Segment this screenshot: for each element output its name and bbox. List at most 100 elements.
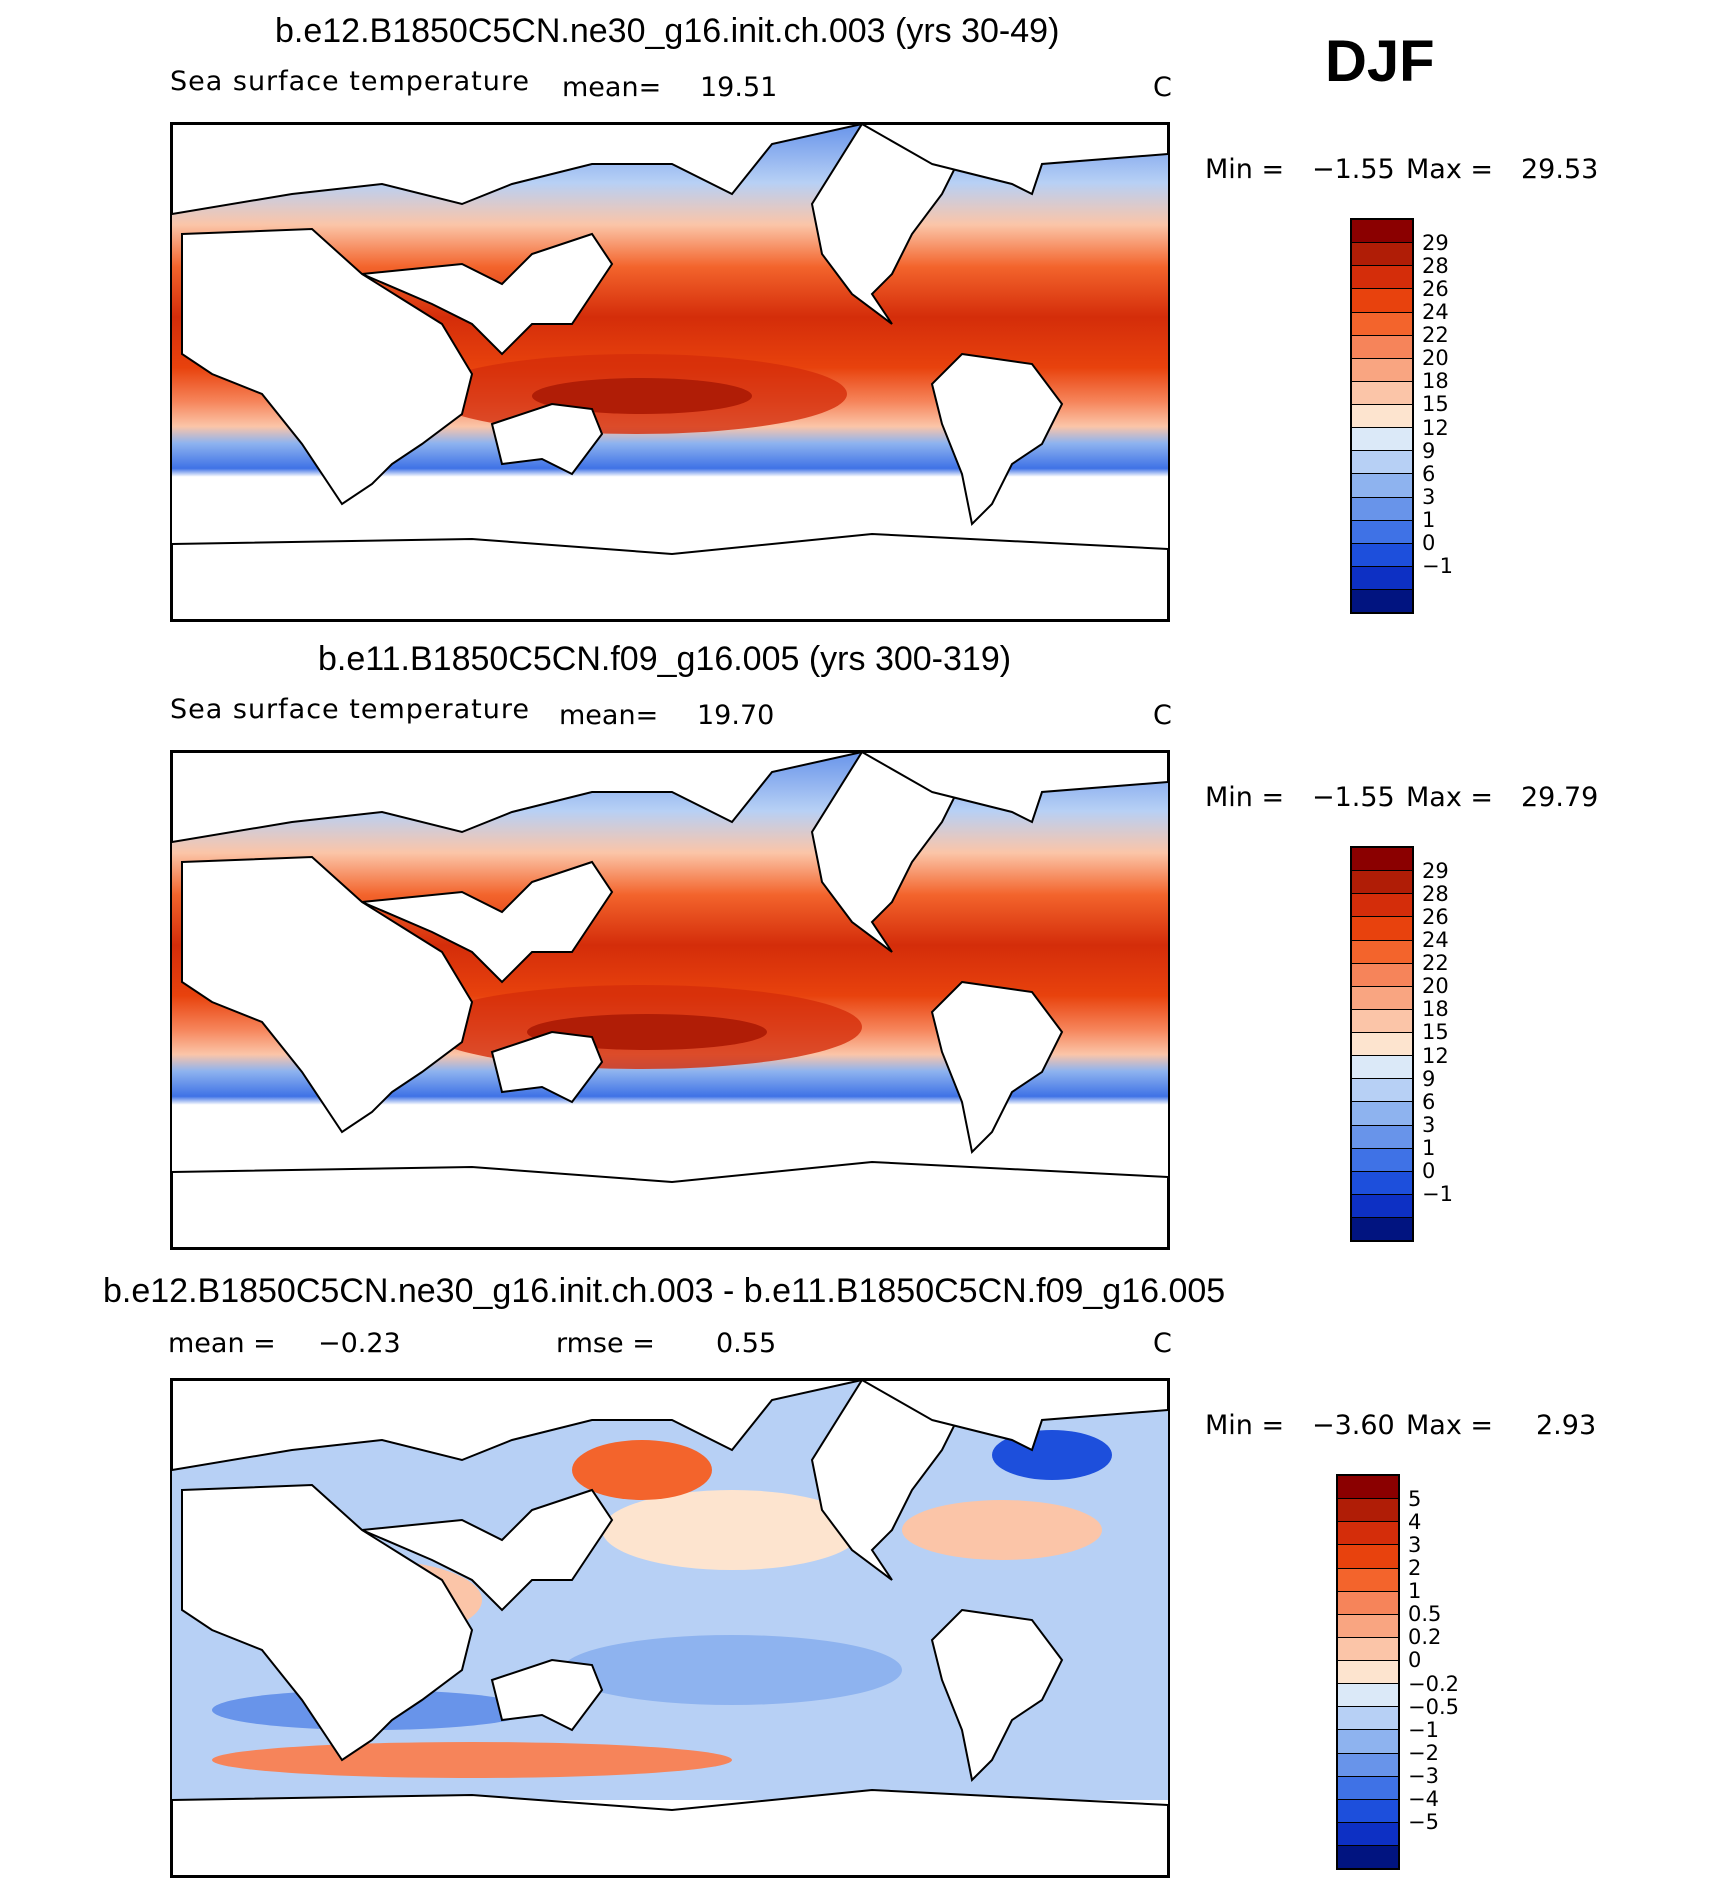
panel1-colorbar-tick-label: −1 [1422,553,1453,578]
panel1-min-value: −1.55 [1312,154,1395,185]
panel3-min-value: −3.60 [1312,1410,1395,1441]
panel2-colorbar-swatch [1352,1194,1412,1218]
panel2-colorbar-swatch [1352,1009,1412,1033]
panel1-colorbar-swatch [1352,497,1412,521]
panel1-colorbar-swatch [1352,405,1412,429]
panel1-mean-label: mean= [562,72,662,103]
panel2-colorbar-tick-label: 0 [1422,1158,1436,1183]
panel3-colorbar-swatch [1338,1753,1398,1777]
panel3-colorbar-swatch [1338,1846,1398,1869]
panel1-colorbar-swatch [1352,243,1412,267]
panel2-min-label: Min = [1205,782,1285,813]
panel3-colorbar-swatch [1338,1637,1398,1661]
panel1-colorbar-tick-label: 15 [1422,392,1449,417]
panel2-min-value: −1.55 [1312,782,1395,813]
panel2-colorbar-swatch [1352,1125,1412,1149]
panel3-mean-value: −0.23 [318,1328,401,1359]
panel2-colorbar-swatch [1352,871,1412,895]
panel1-colorbar-swatch [1352,520,1412,544]
panel2-colorbar-swatch [1352,1148,1412,1172]
panel1-colorbar-swatch [1352,590,1412,613]
panel3-colorbar-tick-label: 5 [1408,1487,1422,1512]
panel2-colorbar-tick-label: 12 [1422,1043,1449,1068]
panel3-colorbar-tick-label: −1 [1408,1717,1439,1742]
panel1-colorbar-tick-label: 20 [1422,346,1449,371]
panel3-colorbar-swatch [1338,1499,1398,1523]
panel3-colorbar-swatch [1338,1799,1398,1823]
panel3-map [170,1378,1170,1878]
panel1-colorbar-tick-label: 28 [1422,254,1449,279]
panel2-colorbar-tick-label: 22 [1422,951,1449,976]
panel1-colorbar-swatch [1352,474,1412,498]
panel2-colorbar-swatch [1352,1218,1412,1241]
panel3-colorbar-swatch [1338,1661,1398,1685]
panel1-colorbar-tick-label: 0 [1422,530,1436,555]
panel1-min-label: Min = [1205,154,1285,185]
panel1-units: C [1153,72,1172,103]
panel1-colorbar-swatch [1352,451,1412,475]
panel2-colorbar-swatch [1352,986,1412,1010]
panel3-colorbar-swatch [1338,1614,1398,1638]
panel2-colorbar [1350,846,1414,1242]
panel3-colorbar-swatch [1338,1591,1398,1615]
panel1-colorbar-tick-label: 3 [1422,484,1436,509]
panel2-colorbar-swatch [1352,848,1412,872]
panel2-colorbar-tick-label: 6 [1422,1089,1436,1114]
panel1-colorbar-tick-label: 24 [1422,300,1449,325]
panel1-colorbar-swatch [1352,543,1412,567]
panel3-colorbar-tick-label: −4 [1408,1786,1439,1811]
panel2-colorbar-swatch [1352,917,1412,941]
panel2-colorbar-swatch [1352,1056,1412,1080]
panel3-colorbar-tick-label: 4 [1408,1510,1422,1535]
panel1-colorbar-swatch [1352,289,1412,313]
panel2-variable: Sea surface temperature [170,694,530,725]
panel3-colorbar-swatch [1338,1822,1398,1846]
panel1-colorbar-swatch [1352,266,1412,290]
panel1-colorbar-tick-label: 29 [1422,231,1449,256]
panel2-colorbar-tick-label: 24 [1422,928,1449,953]
panel2-colorbar-swatch [1352,1079,1412,1103]
panel2-sst-field [172,752,1168,1248]
panel1-colorbar-swatch [1352,381,1412,405]
panel3-colorbar-tick-label: −5 [1408,1809,1439,1834]
panel2-colorbar-swatch [1352,963,1412,987]
panel1-map [170,122,1170,622]
panel3-units: C [1153,1328,1172,1359]
panel2-colorbar-tick-label: 15 [1422,1020,1449,1045]
panel3-max-value: 2.93 [1536,1410,1597,1441]
panel2-colorbar-tick-label: 28 [1422,882,1449,907]
panel1-colorbar-tick-label: 22 [1422,323,1449,348]
panel2-units: C [1153,700,1172,731]
season-label: DJF [1325,29,1435,94]
panel3-colorbar-swatch [1338,1707,1398,1731]
panel3-colorbar-swatch [1338,1684,1398,1708]
panel1-colorbar-swatch [1352,220,1412,244]
panel3-max-label: Max = [1406,1410,1494,1441]
panel2-colorbar-swatch [1352,1033,1412,1057]
panel3-rmse-value: 0.55 [716,1328,777,1359]
panel3-colorbar-tick-label: 0 [1408,1648,1422,1673]
panel3-colorbar-swatch [1338,1476,1398,1500]
panel3-rmse-label: rmse = [556,1328,655,1359]
panel3-colorbar-swatch [1338,1730,1398,1754]
panel1-variable: Sea surface temperature [170,66,530,97]
panel2-colorbar-swatch [1352,940,1412,964]
panel2-colorbar-swatch [1352,1171,1412,1195]
panel1-colorbar [1350,218,1414,614]
panel1-colorbar-tick-label: 6 [1422,461,1436,486]
panel3-colorbar-tick-label: −0.5 [1408,1694,1459,1719]
panel3-colorbar-tick-label: −2 [1408,1740,1439,1765]
panel3-colorbar-tick-label: −3 [1408,1763,1439,1788]
panel1-colorbar-tick-label: 18 [1422,369,1449,394]
panel3-mean-label: mean = [168,1328,276,1359]
panel3-title: b.e12.B1850C5CN.ne30_g16.init.ch.003 - b… [103,1272,1226,1310]
panel2-colorbar-swatch [1352,1102,1412,1126]
panel2-title: b.e11.B1850C5CN.f09_g16.005 (yrs 300-319… [318,640,1012,678]
panel2-colorbar-swatch [1352,894,1412,918]
panel1-colorbar-tick-label: 9 [1422,438,1436,463]
panel1-colorbar-tick-label: 26 [1422,277,1449,302]
panel2-colorbar-tick-label: −1 [1422,1181,1453,1206]
panel2-colorbar-tick-label: 1 [1422,1135,1436,1160]
panel3-colorbar-swatch [1338,1545,1398,1569]
panel2-mean-label: mean= [559,700,659,731]
